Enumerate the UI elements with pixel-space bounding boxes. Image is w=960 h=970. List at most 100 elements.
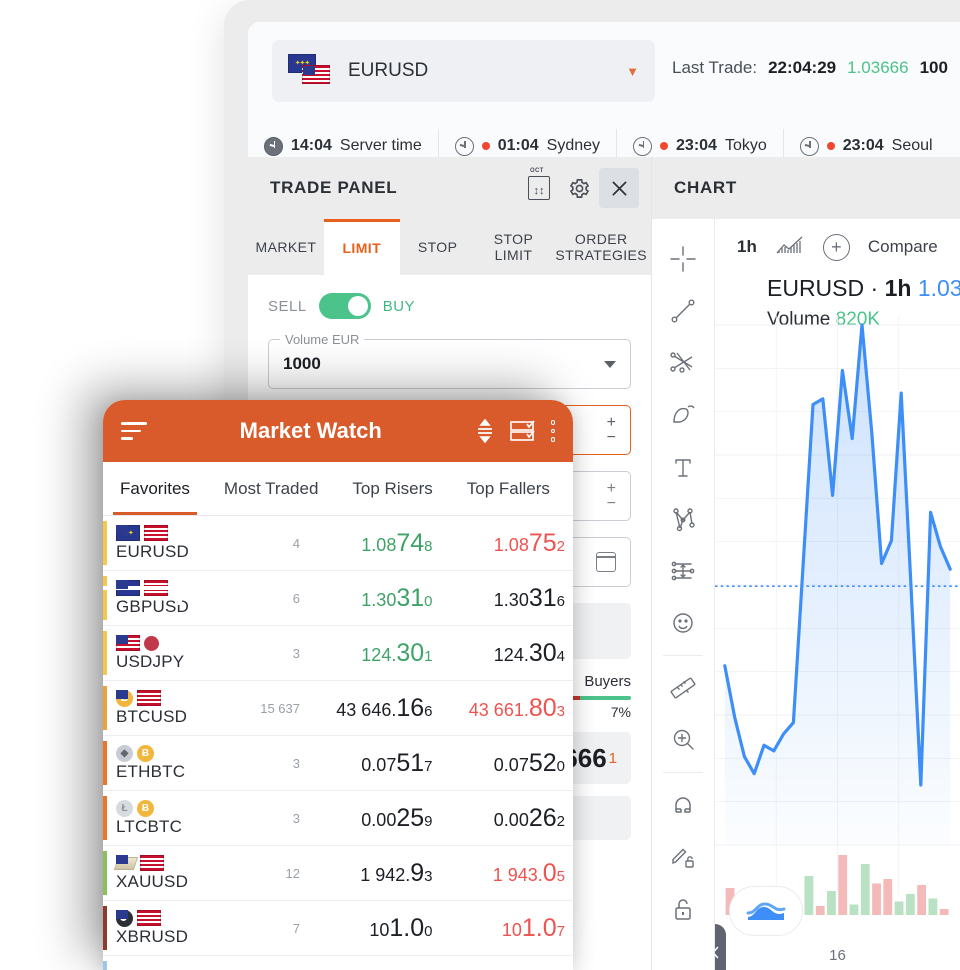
symbol-cell: GBPUSD xyxy=(116,580,244,617)
quote-row[interactable]: ✦✦EURUSD 4 1.08748 1.08752 xyxy=(103,516,573,571)
oct-toggle-button[interactable]: OCT ↕↕ xyxy=(519,168,559,208)
fib-fan-icon[interactable] xyxy=(661,337,705,389)
volume-field[interactable]: Volume EUR 1000 xyxy=(268,332,631,389)
spread-value: 4 xyxy=(292,535,300,551)
increment-button[interactable]: + xyxy=(606,480,616,497)
trend-line-icon[interactable] xyxy=(661,285,705,337)
asset-color-bar xyxy=(103,686,107,730)
clock-tokyo: 23:04 Tokyo xyxy=(616,129,783,163)
symbol-name: XBRUSD xyxy=(116,926,189,946)
clock-city: Seoul xyxy=(891,137,933,154)
status-dot xyxy=(826,142,835,150)
pitchfork-icon[interactable] xyxy=(661,493,705,545)
symbol-cell: USDJPY xyxy=(116,635,244,672)
symbol-icons xyxy=(116,909,244,927)
calendar-icon[interactable] xyxy=(596,552,616,572)
timeframe-selector[interactable]: 1h xyxy=(737,237,757,256)
symbol-cell: ◆ Ƀ ETHBTC xyxy=(116,744,244,782)
quote-row[interactable]: GBPUSD 6 1.30310 1.30316 xyxy=(103,571,573,626)
rows-select-icon[interactable] xyxy=(509,419,537,443)
close-icon[interactable] xyxy=(599,168,639,208)
chart-panel-header: CHART xyxy=(652,157,960,219)
divider xyxy=(663,772,703,773)
order-tab-market[interactable]: MARKET xyxy=(255,238,317,255)
mw-tab-favorites[interactable]: Favorites xyxy=(103,462,207,515)
quote-row[interactable]: XAUUSD 12 1 942.93 1 943.05 xyxy=(103,846,573,901)
clock-icon xyxy=(264,136,283,156)
instrument-selector[interactable]: ✦✦✦ EURUSD ▼ xyxy=(272,40,655,102)
bid-price: 101.00 xyxy=(369,913,433,942)
order-tab-limit[interactable]: LIMIT xyxy=(323,219,400,275)
buy-sell-switch[interactable] xyxy=(318,293,371,319)
price-stepper[interactable]: + − xyxy=(606,414,616,446)
order-tab-order-strategies[interactable]: ORDER STRATEGIES xyxy=(555,230,648,263)
asset-color-bar xyxy=(103,521,107,565)
last-trade-label: Last Trade: xyxy=(672,58,758,77)
x-axis-label: 16 xyxy=(829,947,846,964)
shape-icon[interactable] xyxy=(661,389,705,441)
channel-icon[interactable] xyxy=(661,545,705,597)
quote-row[interactable]: ␣ xyxy=(103,956,573,970)
crosshair-icon[interactable] xyxy=(661,233,705,285)
chevron-down-icon[interactable] xyxy=(604,360,616,368)
litecoin-icon: Ł xyxy=(116,799,133,817)
clock-sydney: 01:04 Sydney xyxy=(437,129,616,163)
divider xyxy=(663,655,703,656)
quote-row[interactable]: USDJPY 3 124.301 124.304 xyxy=(103,626,573,681)
plus-circle-icon[interactable]: + xyxy=(822,233,850,261)
side-toggle-group[interactable]: SELL BUY xyxy=(268,293,631,319)
drawing-tools-rail xyxy=(652,219,715,970)
order-tab-stop-limit[interactable]: STOP LIMIT xyxy=(493,230,534,263)
sort-icon[interactable] xyxy=(475,418,495,444)
quote-row[interactable]: ɃBTCUSD 15 637 43 646.166 43 661.803 xyxy=(103,681,573,736)
order-tab-stop[interactable]: STOP xyxy=(417,238,458,255)
ask-price: 1.30316 xyxy=(493,583,565,612)
emoji-icon[interactable] xyxy=(661,597,705,649)
trade-panel-header: TRADE PANEL OCT ↕↕ xyxy=(248,157,651,219)
chart-style-icon[interactable] xyxy=(775,234,805,261)
symbol-cell: XBRUSD xyxy=(116,909,244,947)
last-trade-info: Last Trade: 22:04:29 1.03666 100 xyxy=(672,58,948,78)
zoom-in-icon[interactable] xyxy=(661,714,705,766)
symbol-icons xyxy=(116,580,244,597)
quote-row[interactable]: XBRUSD 7 101.00 101.07 xyxy=(103,901,573,956)
gear-icon[interactable] xyxy=(559,168,599,208)
decrement-button[interactable]: − xyxy=(606,495,616,512)
mw-tab-top-risers[interactable]: Top Risers xyxy=(352,478,433,498)
compare-label[interactable]: Compare xyxy=(867,237,938,256)
asset-color-bar xyxy=(103,961,107,970)
padlock-icon[interactable] xyxy=(661,883,705,935)
bitcoin-icon: Ƀ xyxy=(137,744,154,762)
more-vertical-icon[interactable] xyxy=(550,420,555,442)
increment-button[interactable]: + xyxy=(606,414,616,431)
oct-label: OCT xyxy=(530,168,544,174)
clock-city: Server time xyxy=(339,137,422,154)
mw-tab-top-fallers[interactable]: Top Fallers xyxy=(466,478,550,498)
sell-label: SELL xyxy=(268,297,307,315)
flag-us-icon xyxy=(116,635,140,651)
chart-canvas-area[interactable]: 1h + Compare EURUSD xyxy=(715,219,960,970)
ruler-icon[interactable] xyxy=(661,662,705,714)
mw-tab-most-traded[interactable]: Most Traded xyxy=(223,478,319,498)
clock-server-time: 14:04 Server time xyxy=(248,129,438,163)
wave-logo-icon xyxy=(729,886,803,936)
bitcoin-icon: Ƀ xyxy=(137,799,154,817)
clock-icon xyxy=(633,136,653,156)
price-chart[interactable] xyxy=(715,315,960,915)
chart-collapse-handle[interactable] xyxy=(715,924,726,970)
decrement-button[interactable]: − xyxy=(606,429,616,446)
quote-row[interactable]: Ł Ƀ LTCBTC 3 0.00259 0.00262 xyxy=(103,791,573,846)
buy-label: BUY xyxy=(382,297,416,315)
instrument-name: EURUSD xyxy=(348,60,429,81)
hamburger-icon[interactable] xyxy=(121,422,147,440)
magnet-icon[interactable] xyxy=(661,779,705,831)
market-watch-title: Market Watch xyxy=(239,418,382,443)
text-icon[interactable] xyxy=(661,441,705,493)
quote-row[interactable]: ◆ Ƀ ETHBTC 3 0.07517 0.07520 xyxy=(103,736,573,791)
symbol-name: BTCUSD xyxy=(116,706,188,726)
pencil-lock-icon[interactable] xyxy=(661,831,705,883)
stop-stepper[interactable]: + − xyxy=(606,480,616,512)
buyers-percent: 7% xyxy=(610,704,631,720)
chevron-down-icon[interactable]: ▼ xyxy=(626,63,639,79)
